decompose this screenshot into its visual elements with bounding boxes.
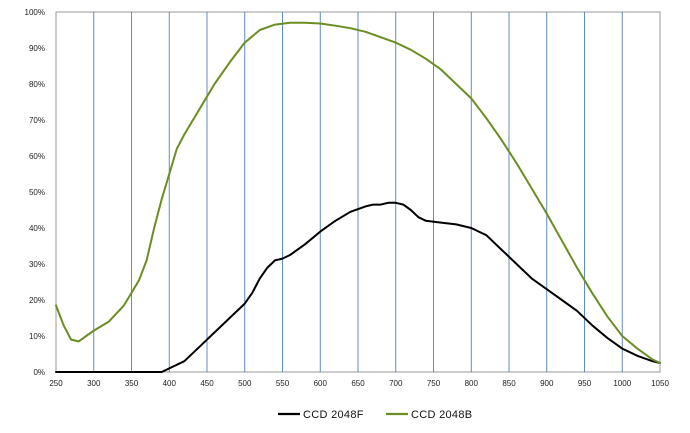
y-tick-label: 50%	[29, 188, 45, 197]
series-line-2	[55, 21, 661, 364]
x-tick-label: 400	[163, 379, 177, 388]
x-tick-label: 600	[314, 379, 328, 388]
y-tick-label: 80%	[29, 80, 45, 89]
x-tick-label: 750	[427, 379, 441, 388]
x-tick-label: 350	[125, 379, 139, 388]
x-tick-label: 950	[578, 379, 592, 388]
vertical-gridlines	[93, 12, 623, 372]
x-tick-label: 450	[200, 379, 214, 388]
x-tick-label: 650	[351, 379, 365, 388]
x-axis-tick-labels: 250 300 350 400 450 500 550 600 650 700 750 800 850 9…	[49, 379, 669, 388]
chart-legend: CCD 2048F CCD 2048B	[278, 409, 472, 421]
y-tick-label: 60%	[29, 152, 45, 161]
series-lines	[55, 21, 661, 373]
x-tick-label: 800	[465, 379, 479, 388]
x-tick-label: 550	[276, 379, 290, 388]
x-tick-label: 250	[49, 379, 63, 388]
y-tick-label: 70%	[29, 116, 45, 125]
y-tick-label: 40%	[29, 224, 45, 233]
x-tick-label: 300	[87, 379, 101, 388]
y-tick-label: 10%	[29, 332, 45, 341]
y-axis-tick-labels: 0% 10% 20% 30% 40% 50% 60% 70% 80% 90% 100%	[25, 8, 45, 377]
y-tick-label: 0%	[33, 368, 45, 377]
series-line-1	[55, 201, 661, 373]
x-tick-label: 900	[540, 379, 554, 388]
legend-label-2: CCD 2048B	[411, 409, 472, 421]
x-tick-label: 700	[389, 379, 403, 388]
y-tick-label: 20%	[29, 296, 45, 305]
x-tick-label: 850	[502, 379, 516, 388]
y-tick-label: 90%	[29, 44, 45, 53]
x-tick-label: 1050	[651, 379, 669, 388]
y-tick-label: 30%	[29, 260, 45, 269]
x-tick-label: 1000	[613, 379, 631, 388]
y-tick-label: 100%	[25, 8, 45, 17]
x-tick-label: 500	[238, 379, 252, 388]
legend-label-1: CCD 2048F	[303, 409, 364, 421]
